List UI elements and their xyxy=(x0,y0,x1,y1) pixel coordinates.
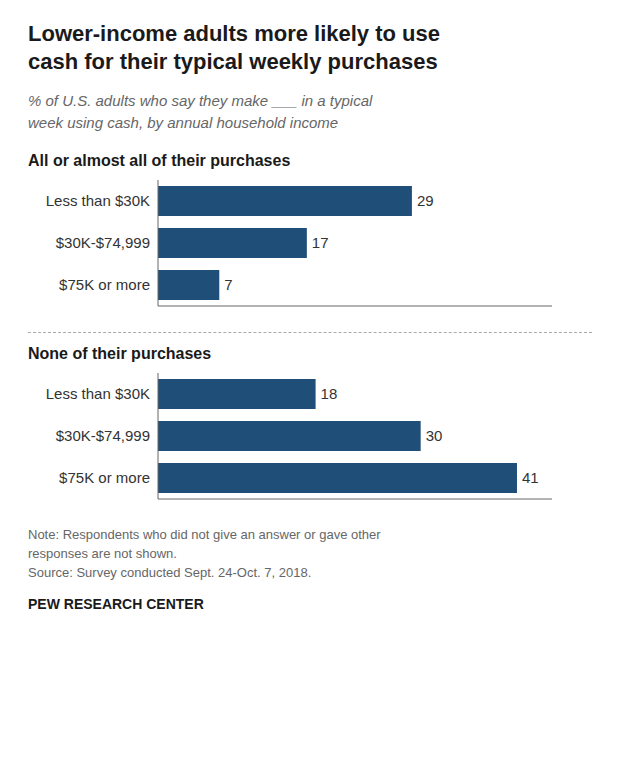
svg-text:30: 30 xyxy=(426,427,443,444)
html-text:None of their purchases: None of their purchases xyxy=(28,345,212,362)
svg-text:18: 18 xyxy=(321,385,338,402)
svg-text:$75K or more: $75K or more xyxy=(59,469,150,486)
svg-text:41: 41 xyxy=(522,469,539,486)
html-text:Lower-income adults more likel: Lower-income adults more likely to use xyxy=(28,21,440,46)
html-text:All or almost all of their pur: All or almost all of their purchases xyxy=(28,152,291,169)
svg-text:29: 29 xyxy=(417,192,434,209)
svg-text:$30K-$74,999: $30K-$74,999 xyxy=(56,427,150,444)
svg-text:$75K or more: $75K or more xyxy=(59,276,150,293)
svg-text:17: 17 xyxy=(312,234,329,251)
svg-text:$30K-$74,999: $30K-$74,999 xyxy=(56,234,150,251)
svg-text:Less than $30K: Less than $30K xyxy=(46,192,150,209)
html-text:Source: Survey conducted Sept.: Source: Survey conducted Sept. 24-Oct. 7… xyxy=(28,565,312,580)
html-text:PEW RESEARCH CENTER: PEW RESEARCH CENTER xyxy=(28,596,204,612)
html-text:cash for their typical weekly: cash for their typical weekly purchases xyxy=(28,49,438,74)
html-text:Note: Respondents who did not: Note: Respondents who did not give an an… xyxy=(28,527,381,542)
html-text:responses are not shown.: responses are not shown. xyxy=(28,546,177,561)
svg-text:7: 7 xyxy=(224,276,232,293)
svg-text:Less than $30K: Less than $30K xyxy=(46,385,150,402)
html-text:% of U.S. adults who say they: % of U.S. adults who say they make ___ i… xyxy=(28,92,373,131)
